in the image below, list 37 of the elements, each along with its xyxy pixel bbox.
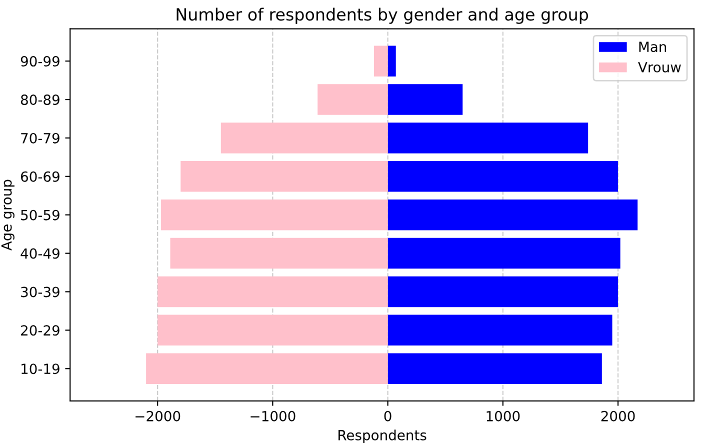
bar bbox=[388, 84, 463, 115]
x-axis-title: Respondents bbox=[338, 430, 426, 443]
bar bbox=[220, 122, 388, 154]
bar bbox=[146, 353, 388, 384]
y-tick-label: 10-19 bbox=[22, 364, 60, 374]
x-tick-label: −1000 bbox=[250, 410, 296, 422]
chart-title: Number of respondents by gender and age group bbox=[176, 8, 588, 24]
y-tick-label: 30-39 bbox=[21, 286, 60, 298]
bar bbox=[388, 161, 618, 192]
legend-label: Vrouw bbox=[638, 62, 681, 72]
legend-label: Man bbox=[639, 42, 666, 52]
bar bbox=[388, 122, 588, 154]
bar bbox=[158, 276, 388, 308]
bar bbox=[161, 199, 388, 230]
bar bbox=[388, 353, 602, 384]
bar bbox=[388, 199, 638, 230]
y-tick-label: 40-49 bbox=[20, 248, 60, 259]
bar bbox=[180, 161, 388, 192]
bar bbox=[158, 314, 388, 346]
bar bbox=[388, 46, 396, 76]
y-tick-label: 90-99 bbox=[20, 56, 60, 67]
y-tick-label: 60-69 bbox=[20, 171, 60, 182]
x-tick-label: −2000 bbox=[136, 410, 180, 422]
y-tick-label: 20-29 bbox=[21, 325, 60, 336]
bar bbox=[374, 46, 388, 76]
bar bbox=[170, 238, 388, 269]
x-tick-label: 0 bbox=[384, 410, 392, 422]
y-tick-label: 50-59 bbox=[21, 210, 60, 220]
x-tick-label: 1000 bbox=[486, 410, 520, 422]
y-tick-label: 80-89 bbox=[20, 94, 60, 106]
y-tick-label: 70-79 bbox=[21, 132, 60, 144]
bar bbox=[388, 276, 618, 308]
bar bbox=[388, 238, 620, 269]
bar bbox=[318, 84, 388, 115]
y-axis-title: Age group bbox=[1, 180, 14, 251]
x-tick-label: 2000 bbox=[601, 410, 635, 422]
bar bbox=[388, 314, 612, 346]
